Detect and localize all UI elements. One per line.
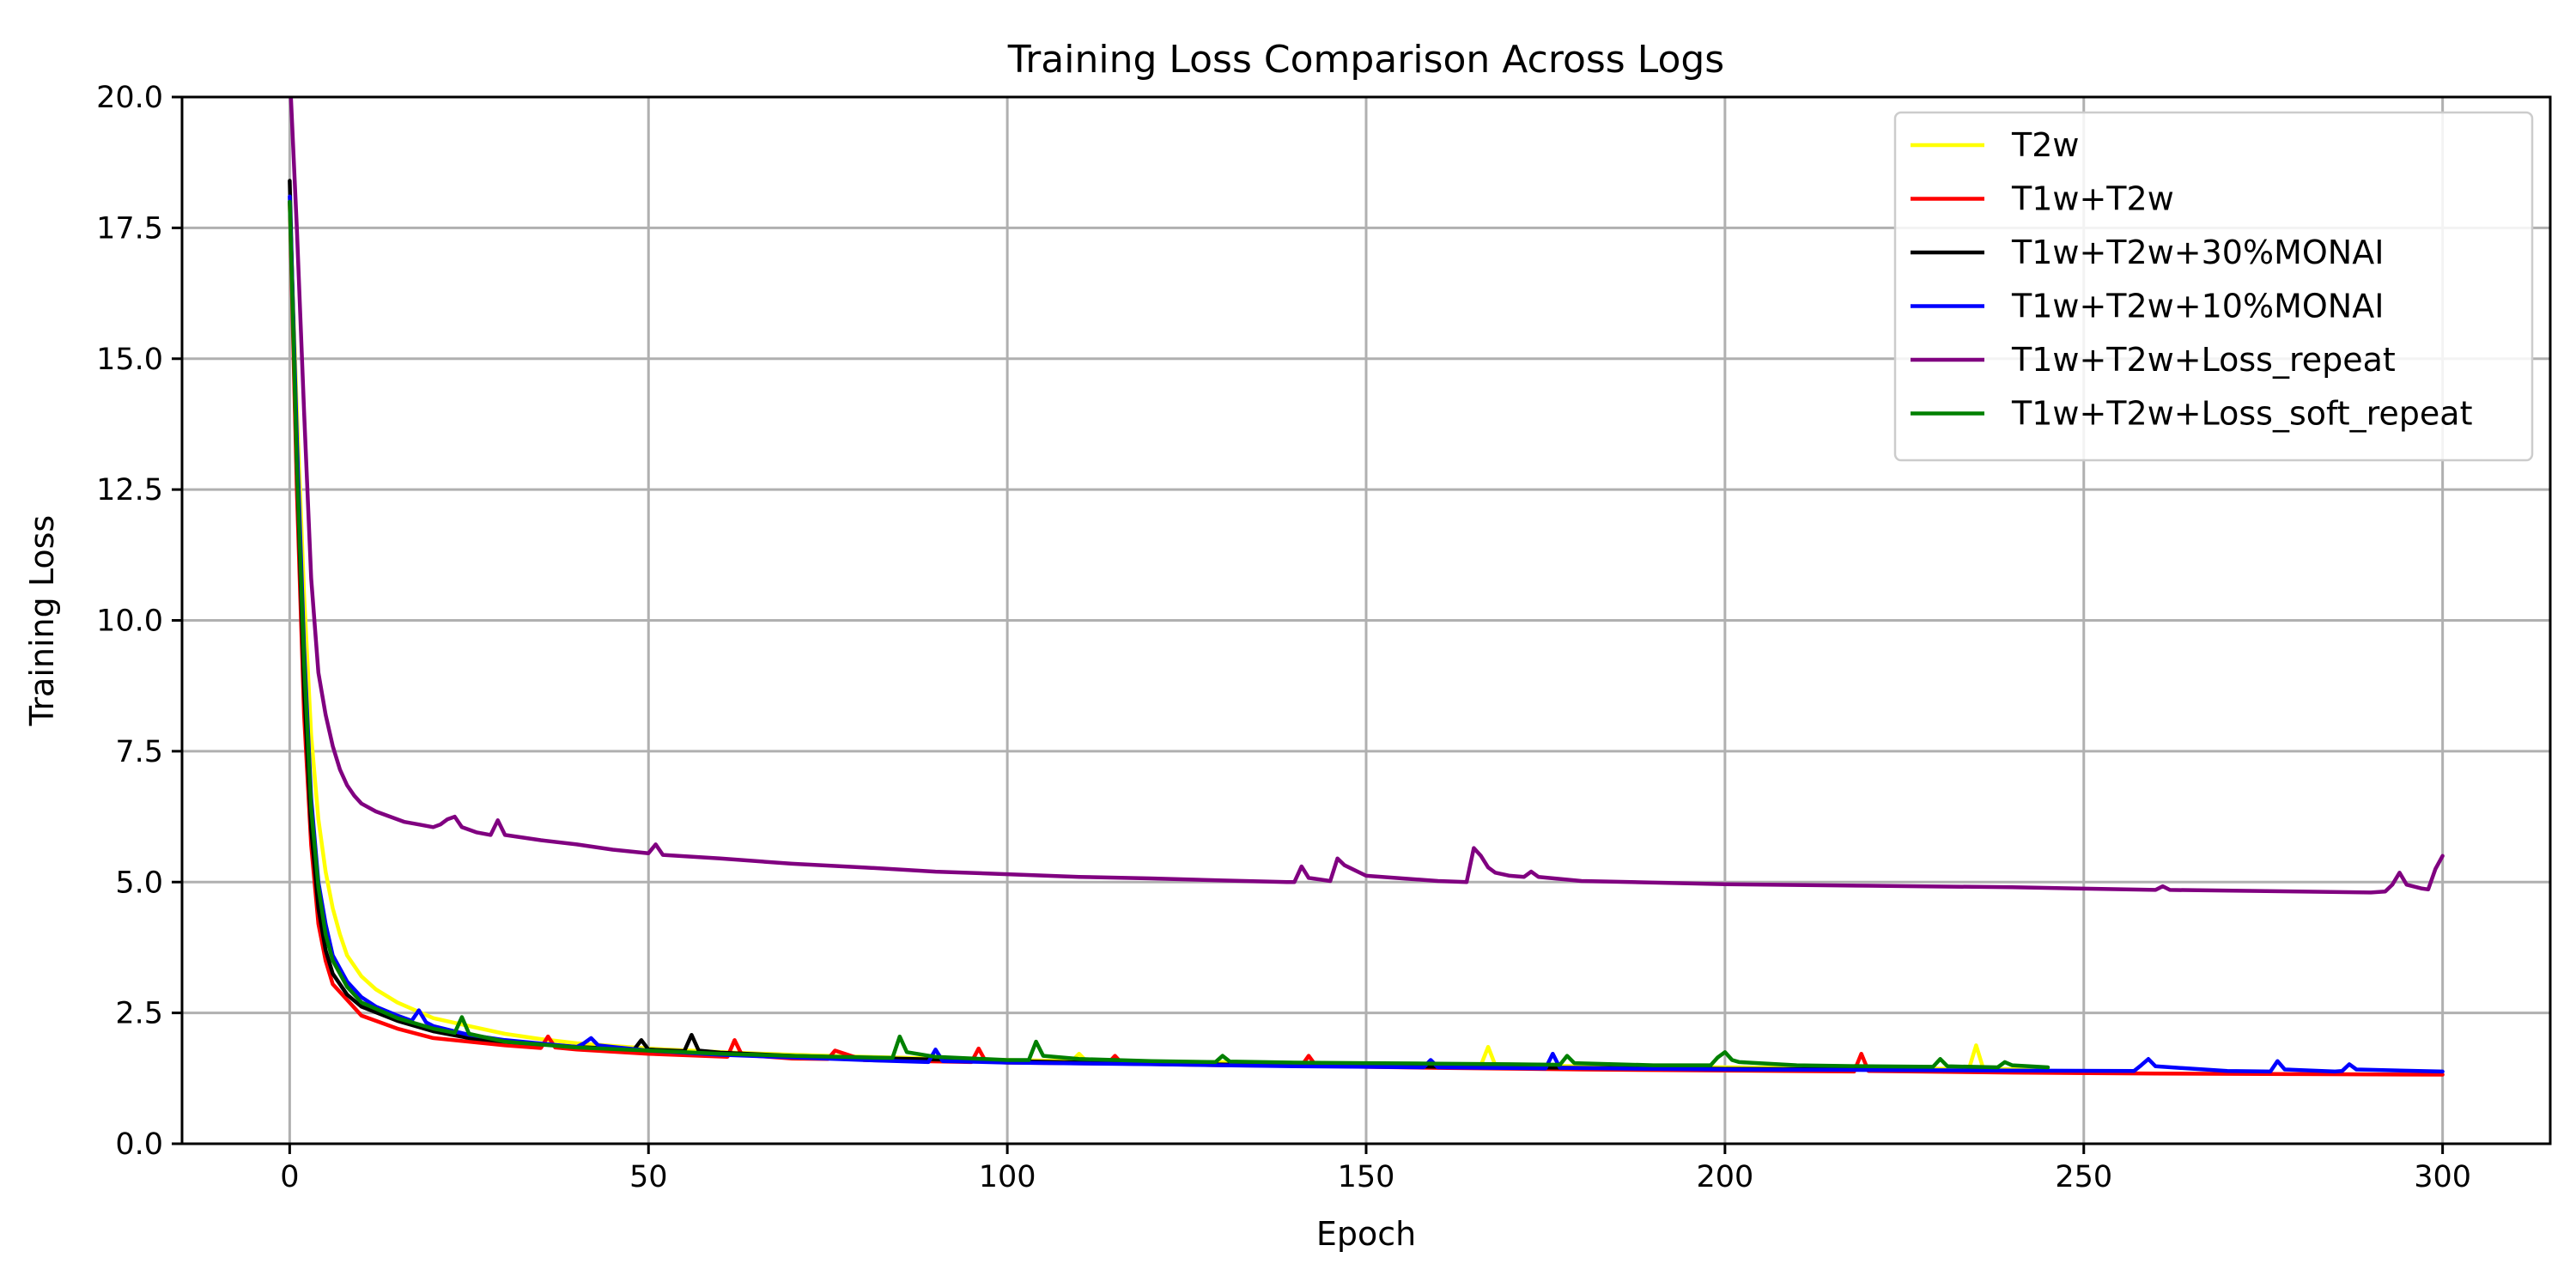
- legend-item: T2w: [1911, 126, 2079, 164]
- chart-title: Training Loss Comparison Across Logs: [1007, 38, 1724, 82]
- ticks: 0 50 100 150 200 250 300 0.0 2.5 5.0 7.5 10.0 12.5 15…: [96, 81, 2471, 1194]
- legend-item: T1w+T2w+10%MONAI: [1911, 288, 2384, 325]
- legend-item: T1w+T2w+Loss_soft_repeat: [1911, 395, 2472, 433]
- series-line-5: [289, 97, 2445, 895]
- legend-label: T1w+T2w+10%MONAI: [2011, 288, 2384, 325]
- legend-item: T1w+T2w+30%MONAI: [1911, 234, 2384, 271]
- y-tick-label: 0.0: [115, 1127, 163, 1162]
- legend-label: T2w: [2011, 126, 2079, 164]
- series-layer: [288, 97, 2445, 1077]
- y-tick-label: 5.0: [115, 866, 163, 900]
- y-tick-label: 2.5: [115, 997, 163, 1031]
- series-line-6: [288, 199, 2050, 1070]
- legend: T2w T1w+T2w T1w+T2w+30%MONAI T1w+T2w+10%MON…: [1893, 111, 2534, 462]
- y-tick-label: 10.0: [96, 605, 163, 639]
- x-tick-label: 0: [280, 1160, 299, 1194]
- y-tick-label: 15.0: [96, 343, 163, 377]
- legend-item: T1w+T2w: [1911, 180, 2174, 218]
- y-tick-label: 12.5: [96, 473, 163, 507]
- y-tick-label: 7.5: [115, 735, 163, 769]
- y-tick-label: 17.5: [96, 211, 163, 246]
- y-axis-label: Training Loss: [23, 515, 61, 726]
- x-tick-label: 150: [1338, 1160, 1395, 1194]
- x-axis-label: Epoch: [1316, 1215, 1416, 1253]
- x-tick-label: 100: [979, 1160, 1036, 1194]
- legend-item: T1w+T2w+Loss_repeat: [1911, 341, 2396, 379]
- legend-label: T1w+T2w+30%MONAI: [2011, 234, 2384, 271]
- legend-label: T1w+T2w: [2011, 180, 2174, 218]
- legend-label: T1w+T2w+Loss_repeat: [2011, 341, 2396, 379]
- x-tick-label: 300: [2414, 1160, 2471, 1194]
- x-tick-label: 50: [629, 1160, 668, 1194]
- x-tick-label: 200: [1696, 1160, 1753, 1194]
- x-tick-label: 250: [2055, 1160, 2112, 1194]
- legend-box: [1893, 111, 2534, 462]
- legend-label: T1w+T2w+Loss_soft_repeat: [2011, 395, 2472, 433]
- y-tick-label: 20.0: [96, 81, 163, 115]
